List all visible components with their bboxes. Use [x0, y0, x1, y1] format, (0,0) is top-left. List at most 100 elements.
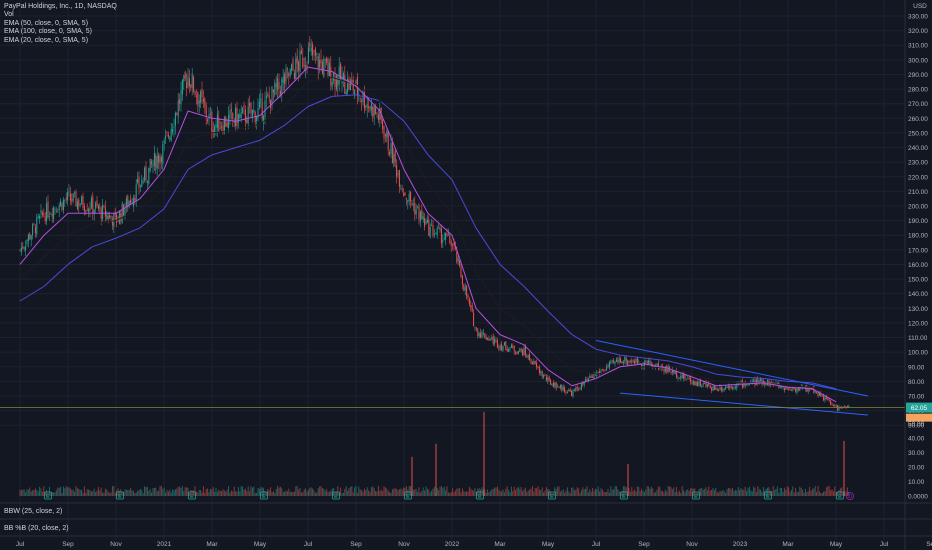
volume-bar [515, 490, 517, 496]
candle-body [344, 75, 346, 94]
volume-bar [132, 490, 134, 496]
volume-bar [466, 491, 468, 496]
candle-body [807, 388, 809, 392]
candle-body [36, 216, 38, 235]
time-axis[interactable]: Jul Sep Nov 2021 Mar May Jul Sep Nov 2022 Mar May Ju… [16, 541, 932, 548]
volume-bar [349, 487, 351, 496]
volume-tick-label: 10.00 [908, 479, 925, 486]
volume-bar [306, 491, 308, 496]
candle-body [678, 377, 680, 379]
volume-bar [246, 491, 248, 496]
volume-bar [288, 488, 290, 496]
ema100-label[interactable]: EMA (100, close, 0, SMA, 5) [4, 28, 92, 36]
candle-body [846, 406, 848, 408]
volume-bar [419, 492, 421, 496]
candle-body [685, 379, 687, 381]
candle-body [48, 215, 50, 217]
volume-bar [223, 490, 225, 496]
candle-body [762, 380, 764, 384]
candle-body [391, 142, 393, 164]
candle-body [632, 361, 634, 363]
candle-body [803, 387, 805, 389]
candle-body [743, 382, 745, 387]
candle-body [429, 226, 431, 238]
candle-body [110, 215, 112, 218]
candle-body [254, 111, 256, 123]
candle-body [527, 354, 529, 358]
volume-bar [692, 489, 694, 496]
candle-body [293, 72, 295, 79]
volume-bar [65, 486, 67, 496]
volume-bar [274, 493, 276, 496]
volume-bar [179, 486, 181, 496]
volume-bar [671, 489, 673, 496]
trendlines[interactable] [0, 339, 905, 416]
candle-body [197, 92, 199, 104]
candle-body [160, 157, 162, 162]
volume-bar [135, 492, 137, 496]
volume-bar [314, 492, 316, 496]
volume-bar [79, 490, 81, 496]
bbw-label[interactable]: BBW (25, close, 2) [4, 508, 63, 515]
candle-body [121, 203, 123, 224]
candle-body [814, 391, 816, 393]
symbol-title[interactable]: PayPal Holdings, Inc., 1D, NASDAQ [4, 3, 117, 10]
candle-body [424, 218, 426, 227]
candle-body [243, 105, 245, 108]
ema50-label[interactable]: EMA (50, close, 0, SMA, 5) [4, 19, 89, 27]
price-tick-label: 330.00 [908, 14, 928, 21]
volume-bar [802, 489, 804, 496]
volume-bar [159, 486, 161, 496]
candle-body [228, 115, 230, 128]
candle-body [79, 204, 81, 206]
candle-body [538, 366, 540, 373]
volume-bar [638, 486, 640, 496]
volume-bar [167, 491, 169, 496]
candle-body [278, 82, 280, 89]
volume-bar [690, 488, 692, 496]
candle-body [790, 389, 792, 391]
ema20-label[interactable]: EMA (20, close, 0, SMA, 5) [4, 36, 89, 44]
bbp-label[interactable]: BB %B (20, close, 2) [4, 525, 69, 532]
candle-body [541, 371, 543, 377]
candle-body [565, 392, 567, 393]
candle-body [576, 386, 578, 389]
volume-bar [436, 487, 438, 496]
volume-bar [481, 487, 483, 496]
volume-bar [783, 487, 785, 496]
candle-body [348, 78, 350, 90]
candle-body [534, 361, 536, 364]
candle-body [55, 211, 57, 213]
volume-bar [540, 490, 542, 496]
candle-body [389, 152, 391, 155]
volume-bar [537, 486, 539, 496]
volume-bar [305, 488, 307, 496]
volume-bar [39, 486, 41, 496]
candle-body [267, 93, 269, 96]
earnings-marker [188, 491, 196, 500]
volume-bar [797, 492, 799, 496]
volume-bar [265, 492, 267, 496]
candle-body [97, 205, 99, 209]
volume-bar [247, 486, 249, 496]
volume-bar [106, 489, 108, 496]
candle-body [522, 349, 524, 356]
candle-body [81, 195, 83, 204]
volume-bar [614, 486, 616, 496]
volume-bar [533, 491, 535, 496]
volume-bar [639, 491, 641, 496]
candle-body [676, 369, 678, 378]
candle-body [663, 367, 665, 372]
candle-body [492, 336, 494, 345]
candle-body [526, 355, 528, 358]
candle-body [250, 102, 252, 114]
volume-bar [166, 489, 168, 496]
candle-body [664, 366, 666, 372]
volume-bar [793, 492, 795, 496]
price-axis[interactable]: USD 330.00 320.00 310.00 300.00 290.00 280.00 2… [906, 3, 932, 430]
candle-body [76, 201, 78, 210]
volume-bar [104, 488, 106, 496]
volume-bar [340, 487, 342, 496]
volume-label[interactable]: Vol [4, 11, 14, 19]
